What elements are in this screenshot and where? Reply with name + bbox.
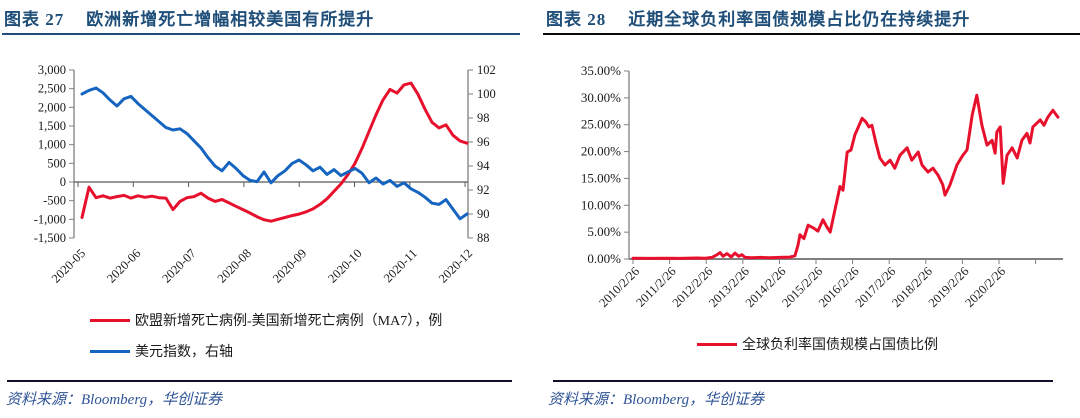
axis-tick-label: 88 bbox=[477, 231, 490, 245]
series-line-negative-yield-share bbox=[631, 93, 1060, 260]
figure28-bottom-rule bbox=[553, 380, 1053, 382]
legend-item-dollar-index: 美元指数，右轴 bbox=[90, 341, 442, 361]
red-line-swatch bbox=[697, 342, 737, 346]
axis-tick-label: 2020-05 bbox=[49, 246, 88, 285]
red-line-swatch bbox=[90, 318, 130, 322]
axis-tick-label: 25.00% bbox=[581, 117, 621, 132]
axis-tick-label: 2020-09 bbox=[270, 246, 309, 285]
axis-tick-label: 2020-11 bbox=[381, 246, 420, 285]
axis-tick-label: 102 bbox=[477, 63, 496, 77]
axis-tick-label: 2020/2/26 bbox=[962, 264, 1008, 310]
axis-tick-label: 500 bbox=[47, 156, 66, 170]
axis-tick-label: 20.00% bbox=[581, 144, 621, 159]
figure28-header: 图表 28 近期全球负利率国债规模占比仍在持续提升 bbox=[546, 5, 970, 30]
axis-tick-label: 92 bbox=[477, 183, 490, 197]
legend-item-death-differential: 欧盟新增死亡病例-美国新增死亡病例（MA7），例 bbox=[90, 310, 442, 330]
axis-tick-label: 3,000 bbox=[38, 63, 66, 77]
axis-tick-label: 2020-07 bbox=[159, 246, 198, 285]
axis-tick-label: 35.00% bbox=[581, 63, 621, 78]
figure28-title-underline bbox=[543, 33, 1080, 35]
blue-line-swatch bbox=[90, 349, 130, 353]
legend-label: 全球负利率国债规模占国债比例 bbox=[742, 338, 938, 353]
axis-tick-label: 98 bbox=[477, 111, 490, 125]
legend-label: 欧盟新增死亡病例-美国新增死亡病例（MA7），例 bbox=[135, 314, 443, 329]
axis-tick-label: 10.00% bbox=[581, 197, 621, 212]
legend-label: 美元指数，右轴 bbox=[135, 345, 233, 360]
series-line-dollar-index bbox=[80, 86, 469, 221]
figure28-label: 图表 28 bbox=[546, 10, 607, 29]
axis-tick-label: 90 bbox=[477, 207, 490, 221]
legend-item-negative-yield-share: 全球负利率国债规模占国债比例 bbox=[697, 334, 938, 354]
figure27-source: 资料来源：Bloomberg，华创证券 bbox=[6, 392, 223, 408]
figure27-title-underline bbox=[2, 33, 520, 35]
figure28-title: 近期全球负利率国债规模占比仍在持续提升 bbox=[628, 10, 971, 29]
series-line-death-differential bbox=[80, 81, 469, 223]
axis-tick-label: 5.00% bbox=[587, 224, 621, 239]
axis-tick-label: 2010/2/26 bbox=[596, 264, 642, 310]
figure27-legend: 欧盟新增死亡病例-美国新增死亡病例（MA7），例 美元指数，右轴 bbox=[90, 310, 442, 361]
axis-tick-label: 2,500 bbox=[38, 82, 66, 96]
axis-tick-label: 2020-12 bbox=[436, 246, 475, 285]
figure28-source: 资料来源：Bloomberg，华创证券 bbox=[548, 392, 765, 408]
figure27-title: 欧洲新增死亡增幅相较美国有所提升 bbox=[86, 10, 375, 29]
axis-tick-label: 1,500 bbox=[38, 119, 66, 133]
axis-tick-label: 96 bbox=[477, 135, 490, 149]
figure27-label: 图表 27 bbox=[4, 10, 65, 29]
axis-tick-label: 15.00% bbox=[581, 170, 621, 185]
axis-tick-label: 30.00% bbox=[581, 90, 621, 105]
axis-tick-label: 2020-06 bbox=[104, 246, 143, 285]
axis-tick-label: 94 bbox=[477, 159, 490, 173]
axis-tick-label: 2020-10 bbox=[325, 246, 364, 285]
figure27-header: 图表 27 欧洲新增死亡增幅相较美国有所提升 bbox=[4, 5, 374, 30]
figure28-legend: 全球负利率国债规模占国债比例 bbox=[697, 334, 938, 354]
axis-tick-label: 0.00% bbox=[587, 251, 621, 266]
axis-tick-label: -1,500 bbox=[34, 231, 66, 245]
axis-tick-label: -500 bbox=[43, 194, 66, 208]
axis-tick-label: 2,000 bbox=[38, 100, 66, 114]
axis-tick-label: 0 bbox=[60, 175, 66, 189]
axis-tick-label: 100 bbox=[477, 87, 496, 101]
axis-tick-label: 2020-08 bbox=[215, 246, 254, 285]
axis-tick-label: 1,000 bbox=[38, 138, 66, 152]
figure27-bottom-rule bbox=[7, 380, 512, 382]
axis-tick-label: -1,000 bbox=[34, 212, 66, 226]
